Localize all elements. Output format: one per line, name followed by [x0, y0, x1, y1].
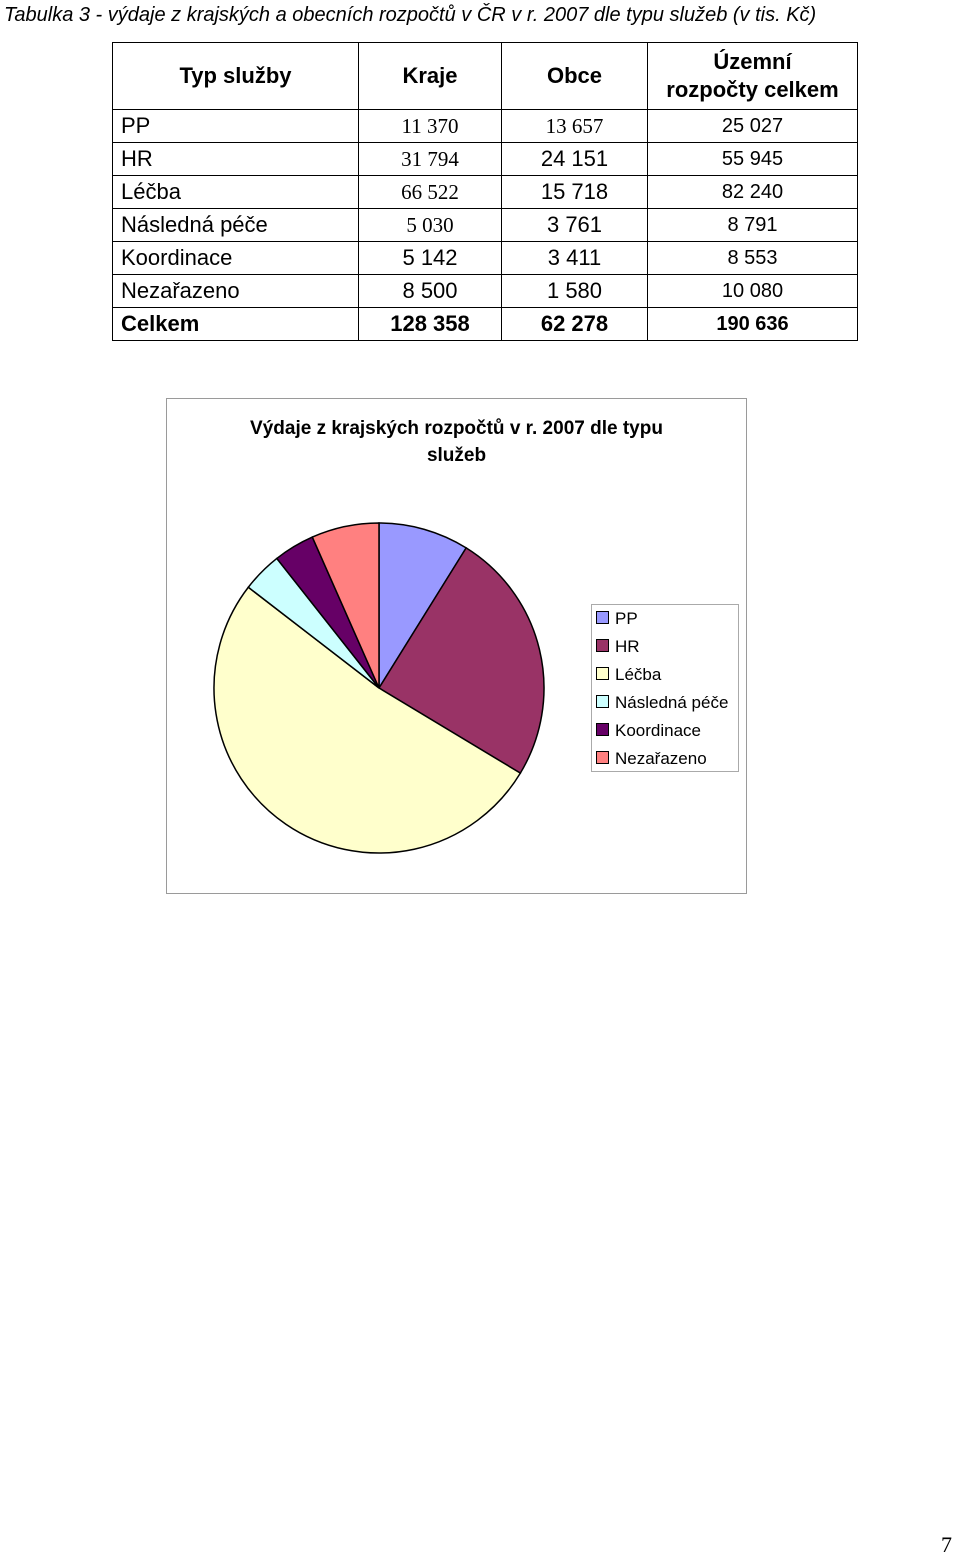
- legend-swatch: [596, 695, 609, 709]
- cell-total: 10 080: [647, 274, 858, 308]
- table-caption: Tabulka 3 - výdaje z krajských a obecníc…: [4, 4, 817, 26]
- cell-kraje: 8 500: [358, 274, 502, 308]
- cell-kraje: 128 358: [358, 307, 502, 341]
- pie-slice-léčba: [213, 586, 522, 854]
- cell-total: 8 791: [647, 208, 858, 242]
- legend-swatch: [596, 611, 609, 625]
- legend-swatch: [596, 723, 609, 737]
- chart-legend: PP HR Léčba Následná péče Koordinace Nezařaze…: [591, 604, 739, 772]
- cell-type: Koordinace: [112, 241, 359, 275]
- legend-item: HR: [596, 637, 640, 659]
- legend-swatch: [596, 751, 609, 765]
- cell-obce: 24 151: [501, 142, 648, 176]
- cell-kraje: 31 794: [358, 142, 502, 176]
- cell-type: Následná péče: [112, 208, 359, 242]
- legend-label: Následná péče: [615, 693, 729, 712]
- header-kraje: Kraje: [358, 42, 502, 110]
- table-total-row: Celkem 128 358 62 278 190 636: [112, 307, 858, 341]
- cell-type: Léčba: [112, 175, 359, 209]
- cell-obce: 15 718: [501, 175, 648, 209]
- cell-kraje: 66 522: [358, 175, 502, 209]
- cell-obce: 62 278: [501, 307, 648, 341]
- cell-type: HR: [112, 142, 359, 176]
- legend-swatch: [596, 667, 609, 681]
- legend-label: Léčba: [615, 665, 662, 684]
- cell-type: PP: [112, 109, 359, 143]
- legend-label: Nezařazeno: [615, 749, 707, 768]
- pie-slice-hr: [377, 546, 545, 775]
- chart-title-line1: Výdaje z krajských rozpočtů v r. 2007 dl…: [250, 418, 663, 439]
- header-total-line1: Územní: [713, 49, 792, 74]
- chart-title-line2: služeb: [426, 445, 487, 466]
- table-row: Následná péče 5 030 3 761 8 791: [112, 208, 858, 242]
- legend-label: HR: [615, 637, 640, 656]
- header-obce: Obce: [501, 42, 648, 110]
- legend-item: Následná péče: [596, 693, 728, 715]
- header-total: Územní rozpočty celkem: [647, 42, 858, 110]
- table-row: Léčba 66 522 15 718 82 240: [112, 175, 858, 209]
- legend-item: Koordinace: [596, 721, 701, 743]
- chart-title: Výdaje z krajských rozpočtů v r. 2007 dl…: [167, 415, 746, 469]
- table-header-row: Typ služby Kraje Obce Územní rozpočty ce…: [112, 42, 858, 110]
- cell-kraje: 11 370: [358, 109, 502, 143]
- pie-slice-nezařazeno: [311, 522, 380, 689]
- cell-total: 25 027: [647, 109, 858, 143]
- cell-obce: 13 657: [501, 109, 648, 143]
- cell-total: 190 636: [647, 307, 858, 341]
- legend-label: PP: [615, 609, 638, 628]
- table-row: HR 31 794 24 151 55 945: [112, 142, 858, 176]
- table-row: Nezařazeno 8 500 1 580 10 080: [112, 274, 858, 308]
- expenditure-table: Typ služby Kraje Obce Územní rozpočty ce…: [112, 42, 858, 341]
- legend-label: Koordinace: [615, 721, 702, 740]
- pie-chart: Výdaje z krajských rozpočtů v r. 2007 dl…: [166, 398, 747, 894]
- pie-slice-pp: [378, 522, 468, 691]
- table-row: PP 11 370 13 657 25 027: [112, 109, 858, 143]
- cell-obce: 3 761: [501, 208, 648, 242]
- legend-swatch: [596, 639, 609, 653]
- legend-item: PP: [596, 609, 638, 631]
- table-row: Koordinace 5 142 3 411 8 553: [112, 241, 858, 275]
- cell-type: Nezařazeno: [112, 274, 359, 308]
- pie-plot: [213, 522, 545, 854]
- page-number: 7: [941, 1532, 952, 1557]
- cell-kraje: 5 030: [358, 208, 502, 242]
- legend-item: Nezařazeno: [596, 749, 707, 771]
- cell-type: Celkem: [112, 307, 359, 341]
- cell-total: 55 945: [647, 142, 858, 176]
- header-total-line2: rozpočty celkem: [666, 77, 839, 102]
- cell-total: 82 240: [647, 175, 858, 209]
- cell-obce: 1 580: [501, 274, 648, 308]
- legend-item: Léčba: [596, 665, 661, 687]
- cell-total: 8 553: [647, 241, 858, 275]
- header-type: Typ služby: [112, 42, 359, 110]
- cell-obce: 3 411: [501, 241, 648, 275]
- cell-kraje: 5 142: [358, 241, 502, 275]
